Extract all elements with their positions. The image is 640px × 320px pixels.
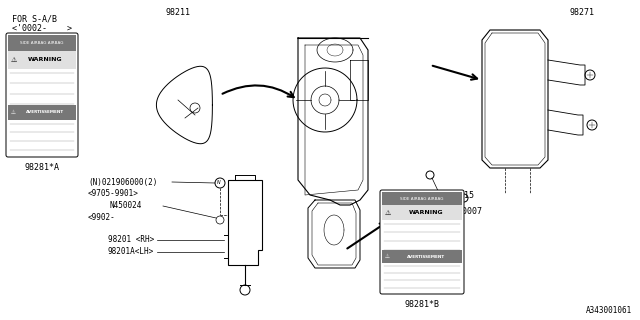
Polygon shape — [228, 180, 262, 265]
Text: 98201 <RH>: 98201 <RH> — [108, 236, 154, 244]
Polygon shape — [482, 30, 548, 168]
Bar — [8, 51, 76, 68]
Text: WARNING: WARNING — [28, 57, 63, 62]
Text: SIDE AIRBAG AIRBAG: SIDE AIRBAG AIRBAG — [400, 196, 444, 201]
FancyBboxPatch shape — [6, 33, 78, 157]
Text: (N)021906000(2): (N)021906000(2) — [88, 178, 157, 187]
Bar — [382, 205, 462, 220]
Text: N: N — [217, 180, 221, 186]
Bar — [8, 105, 76, 120]
Text: AVERTISSEMENT: AVERTISSEMENT — [407, 254, 445, 259]
Text: 98281*A: 98281*A — [24, 163, 60, 172]
Text: D560007: D560007 — [447, 207, 482, 217]
Text: N450024: N450024 — [110, 202, 142, 211]
Text: D586015: D586015 — [440, 190, 475, 199]
Text: <9902-: <9902- — [88, 213, 116, 222]
Text: 98211: 98211 — [165, 8, 190, 17]
Text: ⚠: ⚠ — [385, 210, 391, 215]
Text: 98201A<LH>: 98201A<LH> — [108, 247, 154, 257]
Text: ⚠: ⚠ — [11, 110, 16, 115]
Text: <'0002-    >: <'0002- > — [12, 24, 72, 33]
Text: 98271: 98271 — [570, 8, 595, 17]
Text: A343001061: A343001061 — [586, 306, 632, 315]
Text: ⚠: ⚠ — [385, 254, 390, 259]
Text: FOR S-A/B: FOR S-A/B — [12, 14, 57, 23]
Text: 98281*B: 98281*B — [404, 300, 440, 309]
Bar — [382, 250, 462, 263]
Text: AVERTISSEMENT: AVERTISSEMENT — [26, 110, 65, 114]
Bar — [382, 192, 462, 205]
Bar — [8, 35, 76, 51]
Text: <9705-9901>: <9705-9901> — [88, 189, 139, 198]
Text: ⚠: ⚠ — [11, 57, 17, 63]
FancyBboxPatch shape — [380, 190, 464, 294]
Text: WARNING: WARNING — [409, 210, 444, 215]
Text: SIDE AIRBAG AIRBAG: SIDE AIRBAG AIRBAG — [20, 41, 64, 45]
